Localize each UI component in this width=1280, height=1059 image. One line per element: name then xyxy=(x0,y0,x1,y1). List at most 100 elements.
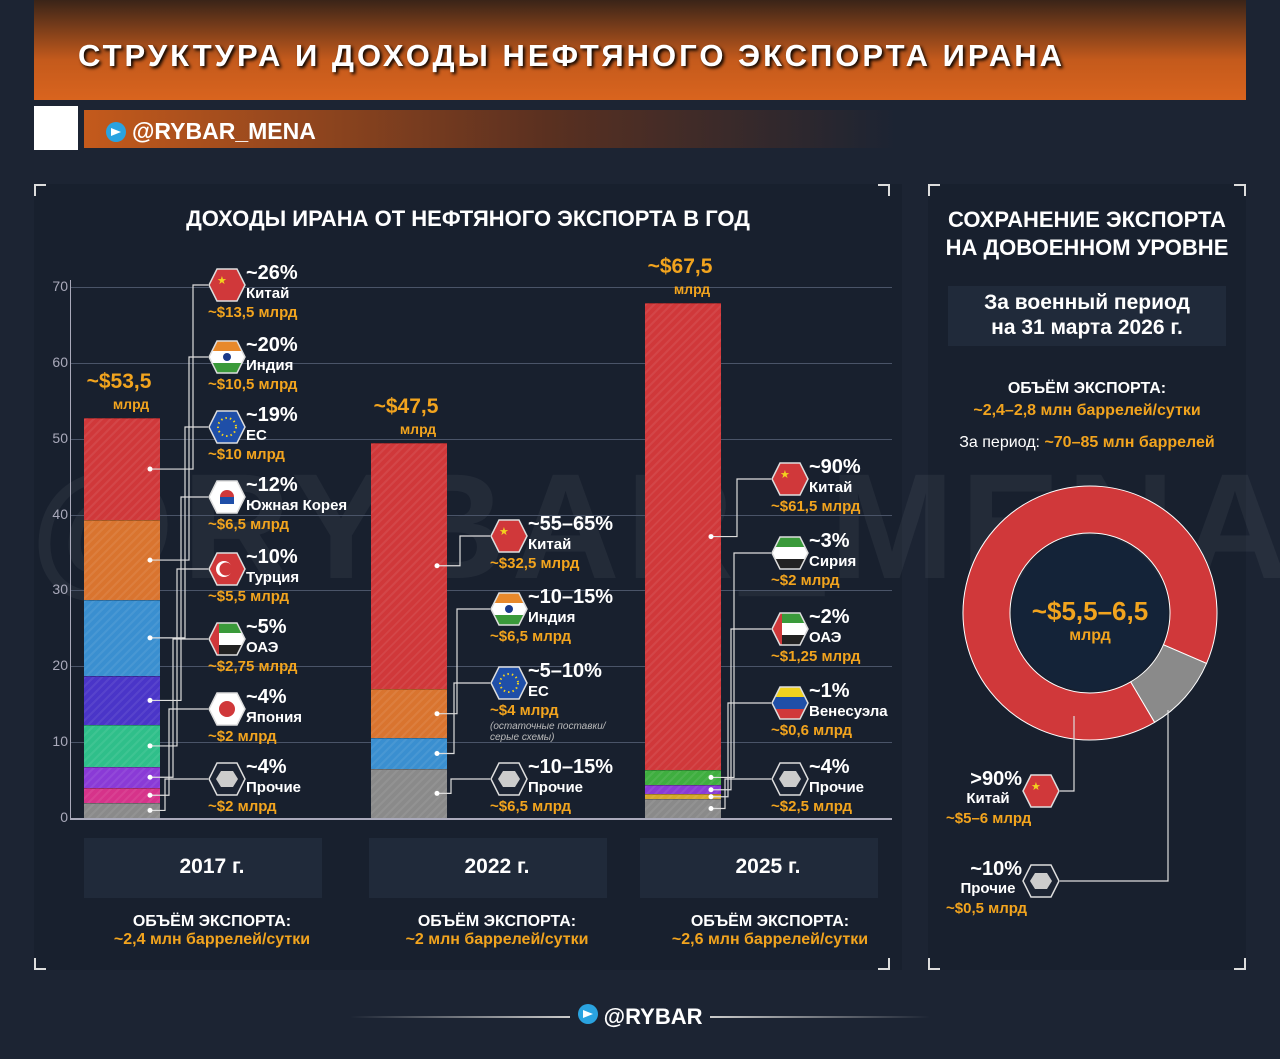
telegram-icon xyxy=(577,1004,598,1024)
page-title: СТРУКТУРА И ДОХОДЫ НЕФТЯНОГО ЭКСПОРТА ИР… xyxy=(78,38,1066,73)
bar-segment-ve xyxy=(645,794,721,800)
segment-pct: ~5–10% xyxy=(528,660,602,682)
bar-segment-jp xyxy=(84,787,160,803)
segment-amount: ~$61,5 млрд xyxy=(771,498,861,515)
bar-segment-eu xyxy=(371,738,447,769)
bar-segment-other xyxy=(371,768,447,818)
segment-amount: ~$2 млрд xyxy=(208,728,277,745)
segment-pct: ~20% xyxy=(246,334,298,356)
telegram-icon xyxy=(106,121,126,142)
segment-amount: ~$2,75 млрд xyxy=(208,658,298,675)
segment-pct: ~2% xyxy=(809,606,850,628)
footer-handle[interactable]: @RYBAR xyxy=(0,1004,1280,1030)
y-tick-label: 70 xyxy=(52,278,68,294)
period-total-label: За период: xyxy=(959,434,1040,451)
segment-name: Индия xyxy=(528,609,576,626)
donut-slice-pct: ~10% xyxy=(970,858,1022,880)
year-label: 2017 г. xyxy=(179,855,245,878)
segment-name: Турция xyxy=(246,569,300,586)
chart-title: ДОХОДЫ ИРАНА ОТ НЕФТЯНОГО ЭКСПОРТА В ГОД xyxy=(186,206,750,231)
frame-corner xyxy=(878,958,890,970)
frame-corner xyxy=(928,184,940,196)
footer-line-left xyxy=(350,1016,570,1018)
y-tick-label: 60 xyxy=(52,353,68,370)
y-axis-line xyxy=(70,280,71,818)
segment-name: ОАЭ xyxy=(809,629,842,646)
channel-handle[interactable]: @RYBAR_MENA xyxy=(106,118,316,145)
flag-icon-cn: ★ xyxy=(771,462,809,501)
period-total: За период: ~70–85 млн баррелей xyxy=(928,434,1246,452)
bar-segment-tr xyxy=(84,725,160,767)
frame-corner xyxy=(34,184,46,196)
svg-text:★: ★ xyxy=(217,275,227,287)
y-tick-label: 0 xyxy=(60,809,68,825)
bar-segment-kr xyxy=(84,675,160,726)
bar-segment-other xyxy=(84,802,160,818)
y-tick-label: 10 xyxy=(52,733,68,750)
segment-name: Сирия xyxy=(809,553,857,570)
donut-center: ~$5,5–6,5 млрд xyxy=(1010,596,1170,645)
segment-name: ОАЭ xyxy=(246,639,279,656)
bar-total: ~$53,5 xyxy=(86,369,152,393)
bar-total-unit: млрд xyxy=(112,395,150,412)
volume-value: ~2 млн баррелей/сутки xyxy=(405,931,589,948)
flag-icon-other xyxy=(1022,864,1060,903)
frame-corner xyxy=(1234,958,1246,970)
segment-name: Прочие xyxy=(809,779,865,796)
flag-icon-ae xyxy=(771,612,809,651)
donut-leader-line xyxy=(1060,716,1075,792)
segment-amount: ~$4 млрд xyxy=(490,702,559,719)
header-banner: СТРУКТУРА И ДОХОДЫ НЕФТЯНОГО ЭКСПОРТА ИР… xyxy=(34,0,1246,100)
segment-amount: ~$0,6 млрд xyxy=(771,722,853,739)
segment-amount: ~$6,5 млрд xyxy=(490,798,572,815)
bar-segment-ae xyxy=(645,785,721,795)
donut-slice-name: Прочие xyxy=(960,880,1016,897)
frame-corner xyxy=(34,958,46,970)
segment-name: Китай xyxy=(246,285,290,302)
svg-text:★: ★ xyxy=(1031,781,1041,793)
segment-amount: ~$5,5 млрд xyxy=(208,588,290,605)
svg-text:★: ★ xyxy=(499,526,509,538)
right-title-line2: НА ДОВОЕННОМ УРОВНЕ xyxy=(945,235,1229,260)
segment-pct: ~26% xyxy=(246,262,298,284)
segment-amount: ~$32,5 млрд xyxy=(490,555,580,572)
segment-amount: ~$10 млрд xyxy=(208,446,285,463)
segment-pct: ~1% xyxy=(809,680,850,702)
segment-name: Индия xyxy=(246,357,294,374)
segment-name: ЕС xyxy=(528,683,549,700)
segment-amount: ~$6,5 млрд xyxy=(208,516,290,533)
bar-segment-ae xyxy=(84,766,160,788)
flag-icon-ae xyxy=(208,622,246,661)
period-total-value: ~70–85 млн баррелей xyxy=(1044,434,1215,451)
flag-icon-eu xyxy=(208,410,246,449)
segment-name: Китай xyxy=(528,536,572,553)
gridline xyxy=(70,514,892,516)
flag-icon-in xyxy=(208,340,246,379)
period-line2: на 31 марта 2026 г. xyxy=(991,316,1183,339)
bar-segment-eu xyxy=(84,599,160,676)
volume-value: ~2,6 млн баррелей/сутки xyxy=(671,931,869,948)
bar-segment-cn xyxy=(84,417,160,521)
gridline xyxy=(70,362,892,364)
segment-pct: ~5% xyxy=(246,616,287,638)
segment-amount: ~$13,5 млрд xyxy=(208,304,298,321)
segment-pct: ~12% xyxy=(246,474,298,496)
segment-amount: ~$2 млрд xyxy=(208,798,277,815)
right-volume: ОБЪЁМ ЭКСПОРТА: ~2,4–2,8 млн баррелей/су… xyxy=(928,378,1246,422)
gridline xyxy=(70,438,892,440)
year-label: 2022 г. xyxy=(464,855,530,878)
y-tick-label: 30 xyxy=(52,581,68,598)
bar-segment-sy xyxy=(645,769,721,785)
year-band xyxy=(369,838,607,898)
bar-segment-cn xyxy=(645,303,721,770)
right-volume-label: ОБЪЁМ ЭКСПОРТА: xyxy=(1007,380,1167,397)
segment-amount: ~$2,5 млрд xyxy=(771,798,853,815)
flag-icon-sy xyxy=(771,536,809,575)
svg-text:★: ★ xyxy=(780,469,790,481)
donut-slice-other xyxy=(1130,644,1208,723)
handle-text: @RYBAR_MENA xyxy=(132,118,316,144)
bar-segment-cn xyxy=(371,442,447,690)
flag-icon-cn: ★ xyxy=(1022,774,1060,813)
volume-block: ОБЪЁМ ЭКСПОРТА: ~2,4 млн баррелей/сутки xyxy=(82,913,342,949)
bar-segment-in xyxy=(84,520,160,600)
